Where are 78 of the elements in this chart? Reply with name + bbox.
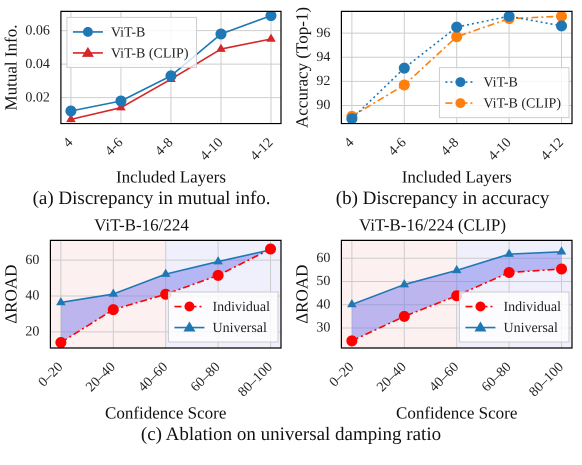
y-tick-label: 0.04 — [25, 56, 50, 72]
text: (b) Discrepancy in accuracy — [336, 188, 550, 211]
y-tick-label: 94 — [316, 50, 330, 65]
point — [212, 270, 224, 281]
x-tick-label: 4-8 — [152, 135, 176, 160]
point — [556, 246, 566, 255]
point — [398, 310, 410, 322]
x-tick-label: 4-10 — [486, 135, 515, 164]
y-tick-label: 90 — [316, 98, 330, 114]
x-tick-label: 4-6 — [386, 135, 410, 160]
point — [215, 28, 226, 40]
x-tick-label: 0–20 — [36, 360, 66, 390]
point — [56, 296, 66, 306]
point — [452, 264, 462, 274]
chart-title: ViT-B-16/224 — [94, 216, 190, 235]
point — [55, 336, 66, 348]
point — [504, 266, 515, 278]
x-tick-label: 0–20 — [326, 360, 358, 390]
y-tick-label: 30 — [316, 320, 330, 336]
point — [556, 263, 568, 274]
point — [504, 248, 514, 257]
y-axis-title: ΔROAD — [292, 264, 312, 324]
y-tick-label: 50 — [316, 274, 330, 290]
y-tick-label: 60 — [25, 252, 40, 268]
y-tick-label: 60 — [316, 250, 330, 266]
point — [451, 22, 462, 33]
x-tick-label: 4-10 — [198, 135, 226, 164]
y-tick-label: 20 — [25, 324, 40, 340]
x-tick-label: 4 — [342, 135, 358, 151]
y-axis-title: Accuracy (Top-1) — [292, 6, 312, 128]
legend-label: Universal — [503, 321, 558, 336]
point — [398, 62, 410, 74]
point — [556, 11, 568, 22]
point — [108, 288, 118, 297]
point — [451, 31, 462, 42]
x-axis-title: Included Layers — [116, 167, 226, 186]
y-tick-label: 96 — [316, 26, 330, 41]
legend-label: ViT-B — [483, 76, 518, 91]
point — [266, 34, 276, 42]
point — [216, 44, 226, 52]
point — [398, 79, 410, 90]
point — [160, 268, 170, 277]
y-tick-label: 0.06 — [25, 23, 50, 38]
legend-label: Individual — [212, 300, 270, 316]
point — [65, 106, 76, 117]
text: (a) Discrepancy in mutual info. — [32, 188, 271, 211]
x-axis-title: Included Layers — [402, 167, 512, 186]
x-axis-title: Confidence Score — [105, 403, 226, 422]
y-tick-label: 92 — [316, 74, 330, 90]
x-axis-title: Confidence Score — [396, 403, 518, 422]
legend-label: ViT-B — [110, 26, 146, 41]
legend-label: ViT-B (CLIP) — [483, 96, 562, 112]
x-tick-label: 4-8 — [438, 135, 462, 160]
point — [165, 70, 176, 82]
point — [213, 256, 223, 264]
point — [108, 304, 119, 316]
x-tick-label: 4-6 — [102, 135, 126, 160]
y-axis-title: ΔROAD — [2, 264, 21, 324]
text: (c) Ablation on universal damping ratio — [140, 424, 442, 447]
chart-title: ViT-B-16/224 (CLIP) — [358, 216, 506, 235]
point — [556, 20, 568, 32]
x-tick-label: 4-12 — [248, 135, 276, 164]
y-tick-label: 40 — [25, 288, 40, 304]
point — [346, 113, 358, 124]
point — [265, 11, 276, 22]
y-axis-title: Mutual Info. — [2, 24, 21, 110]
point — [347, 299, 357, 308]
legend-label: ViT-B (CLIP) — [110, 46, 189, 62]
legend-label: Individual — [503, 300, 562, 316]
point — [115, 95, 126, 106]
legend-label: Universal — [212, 321, 267, 336]
x-tick-label: 4 — [60, 135, 76, 151]
point — [346, 335, 358, 346]
point — [504, 11, 515, 22]
y-tick-label: 0.02 — [25, 90, 50, 106]
y-tick-label: 40 — [316, 297, 330, 312]
point — [400, 279, 410, 288]
x-tick-label: 4-12 — [538, 135, 567, 164]
